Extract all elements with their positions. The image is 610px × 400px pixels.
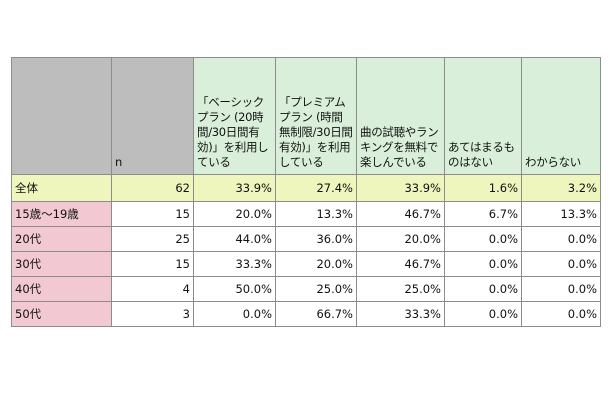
cell-value: 13.3% <box>521 201 601 227</box>
table-row: 50代 3 0.0% 66.7% 33.3% 0.0% 0.0% <box>11 301 601 327</box>
cell-n: 15 <box>111 251 194 277</box>
column-header-free-preview: 曲の試聴やランキングを無料で楽しんでいる <box>356 57 445 175</box>
cell-value: 33.9% <box>193 174 276 202</box>
cell-value: 25.0% <box>356 276 445 302</box>
cell-value: 25.0% <box>275 276 357 302</box>
cell-n: 4 <box>111 276 194 302</box>
cell-value: 46.7% <box>356 251 445 277</box>
row-label: 20代 <box>11 226 112 252</box>
cell-value: 0.0% <box>521 301 601 327</box>
cell-n: 15 <box>111 201 194 227</box>
cell-value: 66.7% <box>275 301 357 327</box>
cell-value: 50.0% <box>193 276 276 302</box>
cell-value: 44.0% <box>193 226 276 252</box>
cell-value: 0.0% <box>444 301 522 327</box>
cell-value: 20.0% <box>193 201 276 227</box>
cell-value: 46.7% <box>356 201 445 227</box>
cell-value: 27.4% <box>275 174 357 202</box>
table-row: 40代 4 50.0% 25.0% 25.0% 0.0% 0.0% <box>11 276 601 302</box>
row-label: 50代 <box>11 301 112 327</box>
row-label: 30代 <box>11 251 112 277</box>
cell-value: 1.6% <box>444 174 522 202</box>
table-row-total: 全体 62 33.9% 27.4% 33.9% 1.6% 3.2% <box>11 174 601 202</box>
column-header-n: n <box>111 57 194 175</box>
row-label: 40代 <box>11 276 112 302</box>
cell-value: 0.0% <box>521 276 601 302</box>
corner-cell <box>11 57 112 175</box>
cell-value: 36.0% <box>275 226 357 252</box>
row-label: 全体 <box>11 174 112 202</box>
cell-value: 0.0% <box>444 276 522 302</box>
column-header-premium-plan: 「プレミアムプラン (時間無制限/30日間有効)」を利用している <box>275 57 357 175</box>
table-row: 15歳～19歳 15 20.0% 13.3% 46.7% 6.7% 13.3% <box>11 201 601 227</box>
cell-value: 3.2% <box>521 174 601 202</box>
cell-value: 33.3% <box>356 301 445 327</box>
cell-value: 0.0% <box>521 226 601 252</box>
cell-value: 6.7% <box>444 201 522 227</box>
cell-value: 0.0% <box>193 301 276 327</box>
row-label: 15歳～19歳 <box>11 201 112 227</box>
table-row: 30代 15 33.3% 20.0% 46.7% 0.0% 0.0% <box>11 251 601 277</box>
cell-value: 13.3% <box>275 201 357 227</box>
cell-value: 20.0% <box>356 226 445 252</box>
column-header-dont-know: わからない <box>521 57 601 175</box>
survey-results-table: n 「ベーシックプラン (20時間/30日間有効)」を利用している 「プレミアム… <box>11 57 601 327</box>
cell-n: 3 <box>111 301 194 327</box>
cell-value: 0.0% <box>521 251 601 277</box>
column-header-basic-plan: 「ベーシックプラン (20時間/30日間有効)」を利用している <box>193 57 276 175</box>
table-row: 20代 25 44.0% 36.0% 20.0% 0.0% 0.0% <box>11 226 601 252</box>
header-row: n 「ベーシックプラン (20時間/30日間有効)」を利用している 「プレミアム… <box>11 57 601 175</box>
cell-value: 0.0% <box>444 251 522 277</box>
cell-n: 25 <box>111 226 194 252</box>
cell-value: 0.0% <box>444 226 522 252</box>
cell-n: 62 <box>111 174 194 202</box>
column-header-none-apply: あてはまるものはない <box>444 57 522 175</box>
cell-value: 33.9% <box>356 174 445 202</box>
cell-value: 20.0% <box>275 251 357 277</box>
cell-value: 33.3% <box>193 251 276 277</box>
